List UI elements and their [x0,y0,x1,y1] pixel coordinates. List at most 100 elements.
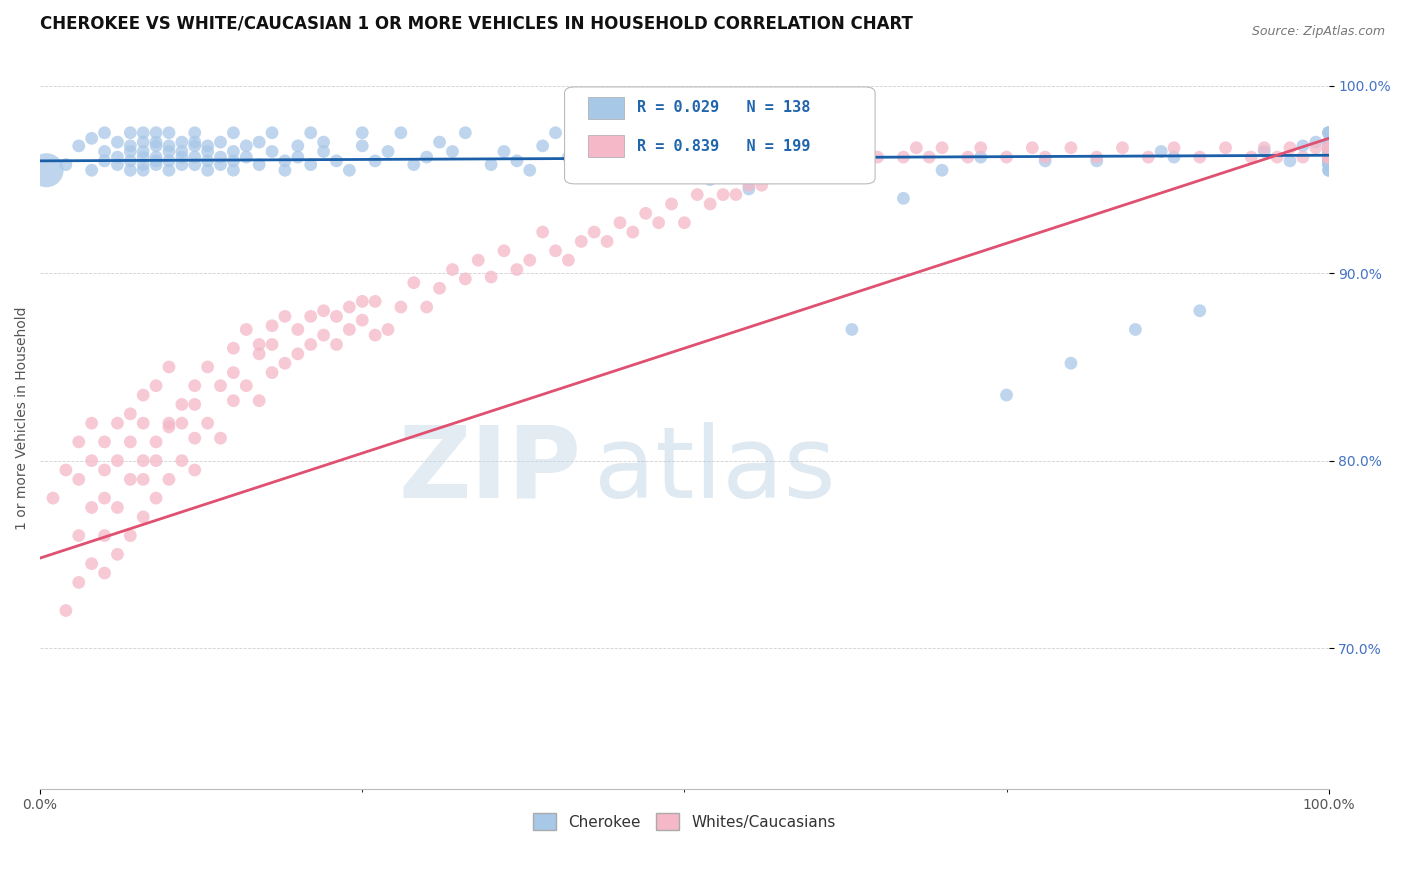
Point [1085,153,1108,168]
Point [738,182,761,196]
Point [389,126,412,140]
Point [1125,322,1147,336]
Point [80,416,103,430]
Point [1317,150,1340,164]
Point [1317,145,1340,159]
Point [197,359,219,374]
Point [1317,150,1340,164]
Point [1317,150,1340,164]
Point [492,244,515,258]
Point [1317,153,1340,168]
Point [299,158,322,172]
Point [1317,150,1340,164]
Y-axis label: 1 or more Vehicles in Household: 1 or more Vehicles in Household [15,307,30,530]
Point [157,472,180,486]
Point [274,163,297,178]
Point [170,150,193,164]
Point [132,135,155,149]
Point [711,187,734,202]
Point [170,145,193,159]
Point [1317,141,1340,155]
Point [93,528,115,542]
Point [312,328,335,343]
FancyBboxPatch shape [588,135,624,157]
Point [299,126,322,140]
Point [209,135,232,149]
Point [1317,150,1340,164]
Point [222,163,245,178]
Point [145,453,167,467]
Point [197,416,219,430]
Point [763,150,786,164]
Point [429,135,451,149]
Point [145,434,167,449]
Point [120,407,142,421]
Point [1317,150,1340,164]
Point [402,158,425,172]
Point [1317,150,1340,164]
Point [107,453,129,467]
Point [287,322,309,336]
Point [184,139,207,153]
Point [621,225,644,239]
Point [866,150,889,164]
Point [274,153,297,168]
Point [1317,150,1340,164]
Point [415,300,437,314]
Point [583,158,606,172]
Point [120,163,142,178]
Point [1317,141,1340,155]
Point [661,197,683,211]
Point [170,453,193,467]
Point [801,158,824,172]
Point [1188,303,1211,318]
Point [260,337,283,351]
Point [197,153,219,168]
Point [364,153,387,168]
Point [1317,141,1340,155]
Point [197,139,219,153]
Point [132,416,155,430]
Point [247,393,270,408]
Point [325,153,347,168]
Point [763,169,786,183]
Point [247,337,270,351]
Point [647,216,669,230]
Point [107,416,129,430]
Point [1317,141,1340,155]
Point [609,145,631,159]
Point [132,509,155,524]
Point [35,163,58,178]
Point [1033,153,1056,168]
Point [1317,150,1340,164]
Point [441,145,464,159]
Point [1317,150,1340,164]
Point [1317,150,1340,164]
Point [235,322,257,336]
Point [157,163,180,178]
Point [1163,141,1185,155]
Point [634,206,657,220]
Point [893,191,915,205]
Point [80,453,103,467]
Point [1317,150,1340,164]
Point [247,158,270,172]
Point [132,453,155,467]
Point [132,158,155,172]
Point [120,139,142,153]
Point [222,126,245,140]
Point [1317,153,1340,168]
Point [1150,145,1173,159]
Point [247,135,270,149]
Point [1317,135,1340,149]
Point [145,153,167,168]
Point [1317,150,1340,164]
Point [1317,135,1340,149]
Point [841,322,863,336]
Point [995,150,1018,164]
Point [209,431,232,445]
Point [209,378,232,392]
Point [222,366,245,380]
Point [970,150,993,164]
Point [222,393,245,408]
